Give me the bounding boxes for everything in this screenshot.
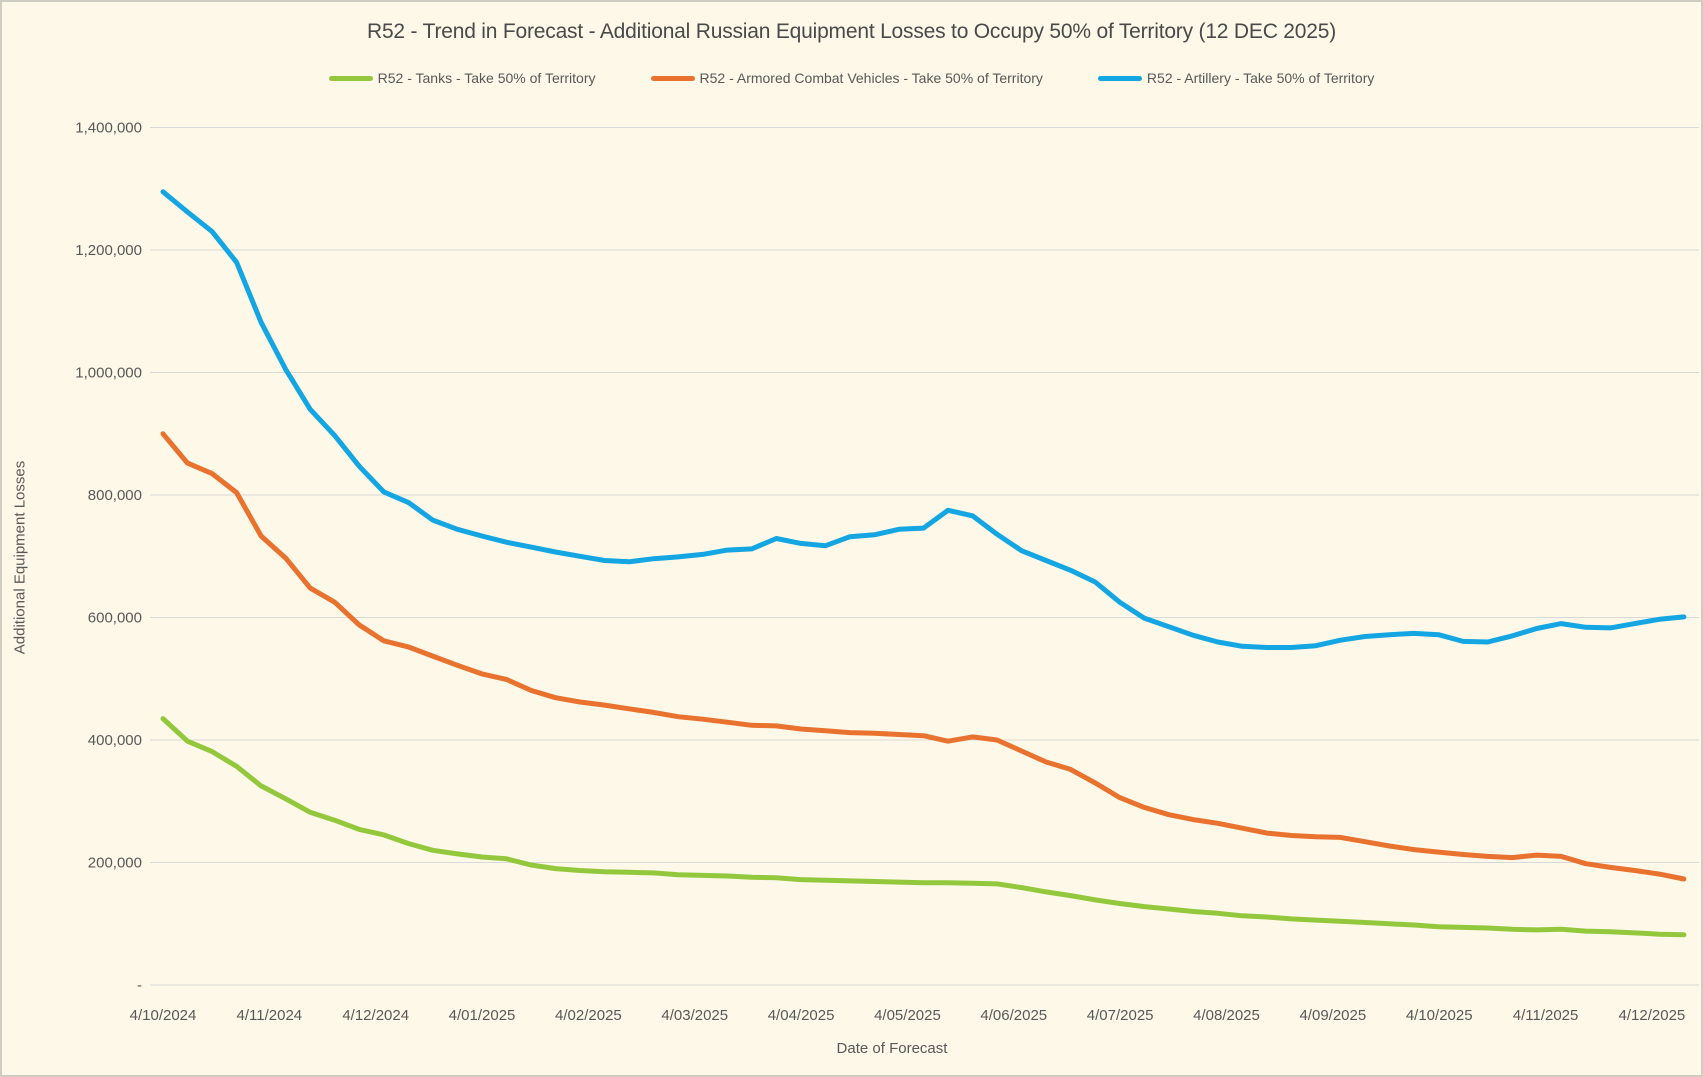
x-tick-label: 4/11/2024 (237, 1007, 303, 1024)
x-tick-label: 4/10/2024 (130, 1007, 197, 1024)
legend-label-artillery: R52 - Artillery - Take 50% of Territory (1146, 70, 1375, 86)
x-tick-label: 4/12/2025 (1619, 1007, 1686, 1024)
y-tick-label: 800,000 (88, 487, 142, 504)
y-tick-label: 400,000 (88, 732, 142, 749)
x-tick-label: 4/01/2025 (449, 1007, 516, 1024)
x-tick-label: 4/09/2025 (1299, 1007, 1366, 1024)
y-tick-label: 200,000 (88, 855, 142, 872)
x-tick-label: 4/04/2025 (768, 1007, 835, 1024)
legend-label-tanks: R52 - Tanks - Take 50% of Territory (377, 70, 596, 86)
x-axis-title: Date of Forecast (836, 1040, 948, 1057)
legend-item-artillery: R52 - Artillery - Take 50% of Territory (1097, 70, 1375, 86)
legend-item-armored-combat-vehicles: R52 - Armored Combat Vehicles - Take 50%… (650, 70, 1043, 86)
x-tick-label: 4/06/2025 (980, 1007, 1047, 1024)
armored-combat-vehicles-series-swatch (650, 75, 695, 81)
x-tick-label: 4/10/2025 (1406, 1007, 1473, 1024)
x-tick-label: 4/03/2025 (661, 1007, 728, 1024)
y-tick-label: - (137, 977, 142, 994)
series-line-r52-artillery-take-50-of-territory (160, 189, 1687, 650)
legend-label-armored-combat-vehicles: R52 - Armored Combat Vehicles - Take 50%… (699, 70, 1043, 86)
y-tick-label: 1,200,000 (75, 242, 142, 259)
series-line-r52-armored-combat-vehicles-take-50-of-territory (160, 431, 1687, 882)
x-tick-label: 4/12/2024 (342, 1007, 409, 1024)
x-tick-label: 4/07/2025 (1087, 1007, 1154, 1024)
y-tick-label: 1,400,000 (75, 120, 142, 137)
x-tick-label: 4/08/2025 (1193, 1007, 1260, 1024)
artillery-series-swatch (1097, 75, 1142, 81)
y-axis-title: Additional Equipment Losses (11, 460, 29, 655)
x-tick-label: 4/05/2025 (874, 1007, 941, 1024)
legend-item-tanks: R52 - Tanks - Take 50% of Territory (328, 70, 596, 86)
x-tick-label: 4/02/2025 (555, 1007, 622, 1024)
x-tick-label: 4/11/2025 (1513, 1007, 1579, 1024)
tanks-series-swatch (328, 75, 373, 81)
chart-title: R52 - Trend in Forecast - Additional Rus… (366, 20, 1337, 43)
legend: R52 - Tanks - Take 50% of Territory R52 … (2, 70, 1701, 86)
y-tick-label: 600,000 (88, 610, 142, 627)
y-tick-label: 1,000,000 (75, 365, 142, 382)
series-line-r52-tanks-take-50-of-territory (160, 716, 1687, 938)
